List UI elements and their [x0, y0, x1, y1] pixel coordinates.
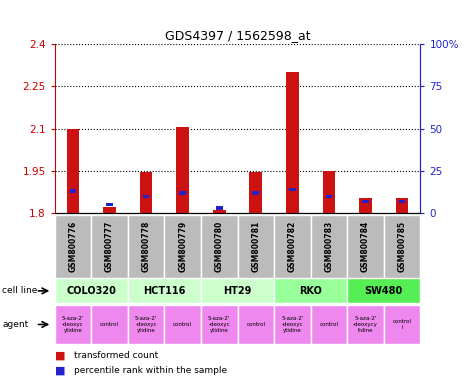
Text: HT29: HT29 [223, 286, 252, 296]
Bar [311, 215, 347, 278]
Title: GDS4397 / 1562598_at: GDS4397 / 1562598_at [165, 28, 310, 41]
Bar [274, 215, 311, 278]
Text: control
l: control l [392, 319, 411, 330]
Bar [180, 191, 186, 195]
Text: control: control [173, 322, 192, 327]
Bar [143, 195, 149, 198]
Bar [91, 305, 128, 344]
Bar [55, 215, 91, 278]
Bar [106, 203, 113, 206]
Bar [323, 171, 335, 213]
Bar [238, 215, 274, 278]
Bar [201, 215, 238, 278]
Text: GSM800779: GSM800779 [178, 221, 187, 272]
Bar [253, 191, 259, 195]
Text: ■: ■ [55, 350, 65, 360]
Bar [274, 278, 347, 303]
Text: GSM800783: GSM800783 [324, 221, 333, 272]
Bar [249, 172, 262, 213]
Bar [128, 278, 201, 303]
Bar [128, 305, 164, 344]
Bar [311, 305, 347, 344]
Bar [347, 278, 420, 303]
Bar [362, 200, 369, 203]
Bar [201, 278, 274, 303]
Bar [396, 198, 408, 213]
Bar [384, 305, 420, 344]
Bar [289, 188, 295, 191]
Text: 5-aza-2'
-deoxyc
ytidine: 5-aza-2' -deoxyc ytidine [208, 316, 230, 333]
Text: 5-aza-2'
-deoxyc
ytidine: 5-aza-2' -deoxyc ytidine [281, 316, 304, 333]
Bar [274, 305, 311, 344]
Bar [55, 278, 128, 303]
Bar [140, 172, 152, 213]
Bar [238, 305, 274, 344]
Text: GSM800781: GSM800781 [251, 221, 260, 272]
Text: GSM800784: GSM800784 [361, 221, 370, 272]
Text: control: control [247, 322, 265, 327]
Bar [286, 72, 299, 213]
Text: transformed count: transformed count [74, 351, 158, 360]
Text: agent: agent [2, 320, 28, 329]
Bar [70, 189, 76, 193]
Bar [66, 129, 79, 213]
Bar [399, 200, 405, 203]
Text: 5-aza-2'
-deoxyc
ytidine: 5-aza-2' -deoxyc ytidine [62, 316, 84, 333]
Text: cell line: cell line [2, 286, 38, 295]
Bar [216, 206, 222, 210]
Text: GSM800776: GSM800776 [68, 221, 77, 272]
Bar [201, 305, 238, 344]
Text: GSM800782: GSM800782 [288, 221, 297, 272]
Text: ■: ■ [55, 366, 65, 376]
Text: GSM800778: GSM800778 [142, 221, 151, 272]
Text: COLO320: COLO320 [66, 286, 116, 296]
Text: GSM800780: GSM800780 [215, 221, 224, 272]
Bar [326, 195, 332, 198]
Bar [164, 215, 201, 278]
Text: 5-aza-2'
-deoxycy
tidine: 5-aza-2' -deoxycy tidine [353, 316, 378, 333]
Text: GSM800785: GSM800785 [398, 221, 407, 272]
Text: HCT116: HCT116 [143, 286, 186, 296]
Text: control: control [319, 322, 338, 327]
Bar [213, 210, 226, 213]
Text: percentile rank within the sample: percentile rank within the sample [74, 366, 227, 375]
Bar [91, 215, 128, 278]
Bar [347, 215, 384, 278]
Bar [164, 305, 201, 344]
Bar [176, 127, 189, 213]
Bar [347, 305, 384, 344]
Text: control: control [100, 322, 119, 327]
Bar [384, 215, 420, 278]
Text: RKO: RKO [299, 286, 322, 296]
Text: SW480: SW480 [365, 286, 403, 296]
Text: GSM800777: GSM800777 [105, 221, 114, 272]
Bar [55, 305, 91, 344]
Bar [103, 207, 116, 213]
Text: 5-aza-2'
-deoxyc
ytidine: 5-aza-2' -deoxyc ytidine [135, 316, 157, 333]
Bar [359, 198, 372, 213]
Bar [128, 215, 164, 278]
